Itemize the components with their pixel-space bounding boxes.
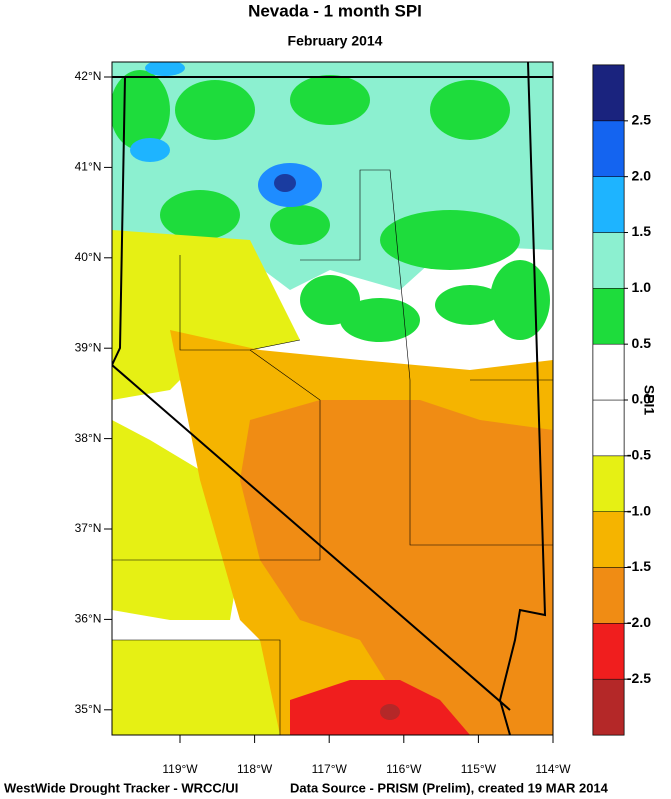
lon-label: 118°W (237, 762, 273, 776)
colorbar-label: 0.5 (632, 335, 652, 351)
colorbar-bin (592, 64, 625, 122)
colorbar-bin (592, 399, 625, 457)
lat-label: 42°N (75, 69, 102, 83)
lon-label: 116°W (386, 762, 422, 776)
lon-label: 119°W (162, 762, 198, 776)
colorbar-bin (592, 343, 625, 401)
colorbar-bin (592, 567, 625, 624)
colorbar-label: -1.0 (627, 502, 651, 518)
colorbar-label: -1.5 (627, 558, 651, 574)
colorbar-bin (592, 511, 625, 568)
lon-label: 117°W (312, 762, 348, 776)
lat-label: 35°N (75, 702, 102, 716)
colorbar-label: -0.5 (627, 447, 651, 463)
lat-label: 41°N (75, 160, 102, 174)
colorbar-label: 2.5 (632, 112, 652, 128)
colorbar-label: 2.0 (632, 167, 652, 183)
colorbar-bin (592, 120, 625, 177)
colorbar-bin (592, 232, 625, 289)
lat-label: 37°N (75, 521, 102, 535)
lon-label: 115°W (461, 762, 497, 776)
colorbar-label: 0.0 (632, 391, 652, 407)
colorbar-title: SPI1 (641, 385, 657, 416)
lon-label: 114°W (535, 762, 571, 776)
footer-right: Data Source - PRISM (Prelim), created 19… (290, 780, 609, 795)
colorbar-label: 1.0 (632, 279, 652, 295)
colorbar-bin (592, 678, 625, 736)
map-area (112, 62, 553, 735)
lat-label: 39°N (75, 340, 102, 354)
colorbar-label: -2.0 (627, 614, 651, 630)
colorbar-bin (592, 623, 625, 680)
colorbar-bin (592, 288, 625, 345)
footer-left: WestWide Drought Tracker - WRCC/UI (4, 780, 238, 795)
colorbar-label: 1.5 (632, 223, 652, 239)
colorbar-bin (592, 455, 625, 512)
lat-label: 40°N (75, 250, 102, 264)
colorbar-bin (592, 176, 625, 233)
colorbar-label: -2.5 (627, 670, 651, 686)
subtitle: February 2014 (288, 33, 383, 49)
lat-label: 36°N (75, 612, 102, 626)
title: Nevada - 1 month SPI (248, 1, 422, 20)
lat-label: 38°N (75, 431, 102, 445)
